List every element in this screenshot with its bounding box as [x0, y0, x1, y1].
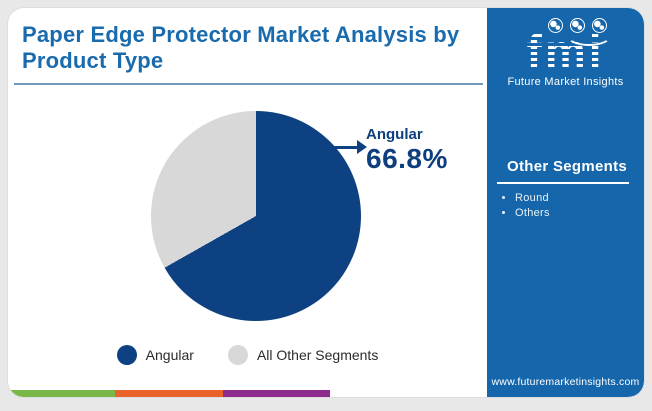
list-item: Others [515, 207, 550, 219]
legend-item-other-segments: All Other Segments [227, 345, 379, 365]
other-segments-heading: Other Segments [507, 158, 628, 175]
logo-subtext: Future Market Insights [507, 76, 624, 88]
callout-value: 66.8% [366, 143, 448, 174]
pie [151, 111, 361, 321]
stripe-purple [222, 390, 330, 397]
legend-label: Angular [145, 347, 194, 363]
bottom-color-stripes [8, 390, 330, 397]
other-segments-list: Round Others [515, 192, 550, 222]
title-divider [14, 82, 483, 85]
callout-line [331, 146, 359, 149]
infographic-card: Paper Edge Protector Market Analysis by … [8, 8, 644, 397]
fmi-logo: fmi Future Market Insights [506, 18, 626, 88]
globe-icon [547, 18, 563, 33]
logo-swoosh-icon [565, 24, 612, 46]
list-item: Round [515, 192, 550, 204]
legend-dot-angular [116, 345, 137, 365]
callout-label: Angular [366, 126, 423, 143]
arrow-right-icon [357, 140, 367, 154]
chart-section: Paper Edge Protector Market Analysis by … [8, 8, 487, 397]
legend: Angular All Other Segments [8, 345, 487, 365]
pie-callout: Angular 66.8% [366, 126, 448, 175]
legend-item-angular: Angular [116, 345, 194, 365]
pie-chart-area: Angular 66.8% Angular All Other Segments [8, 88, 487, 397]
page-title: Paper Edge Protector Market Analysis by … [22, 22, 460, 74]
brand-sidebar: fmi Future Market Insights Other Segment… [487, 8, 644, 397]
website-link[interactable]: www.futuremarketinsights.com [491, 376, 640, 388]
legend-dot-other-segments [227, 345, 248, 365]
stripe-orange [115, 390, 223, 397]
stripe-green [8, 390, 116, 397]
legend-label: All Other Segments [256, 347, 379, 363]
other-segments-divider [497, 182, 629, 184]
